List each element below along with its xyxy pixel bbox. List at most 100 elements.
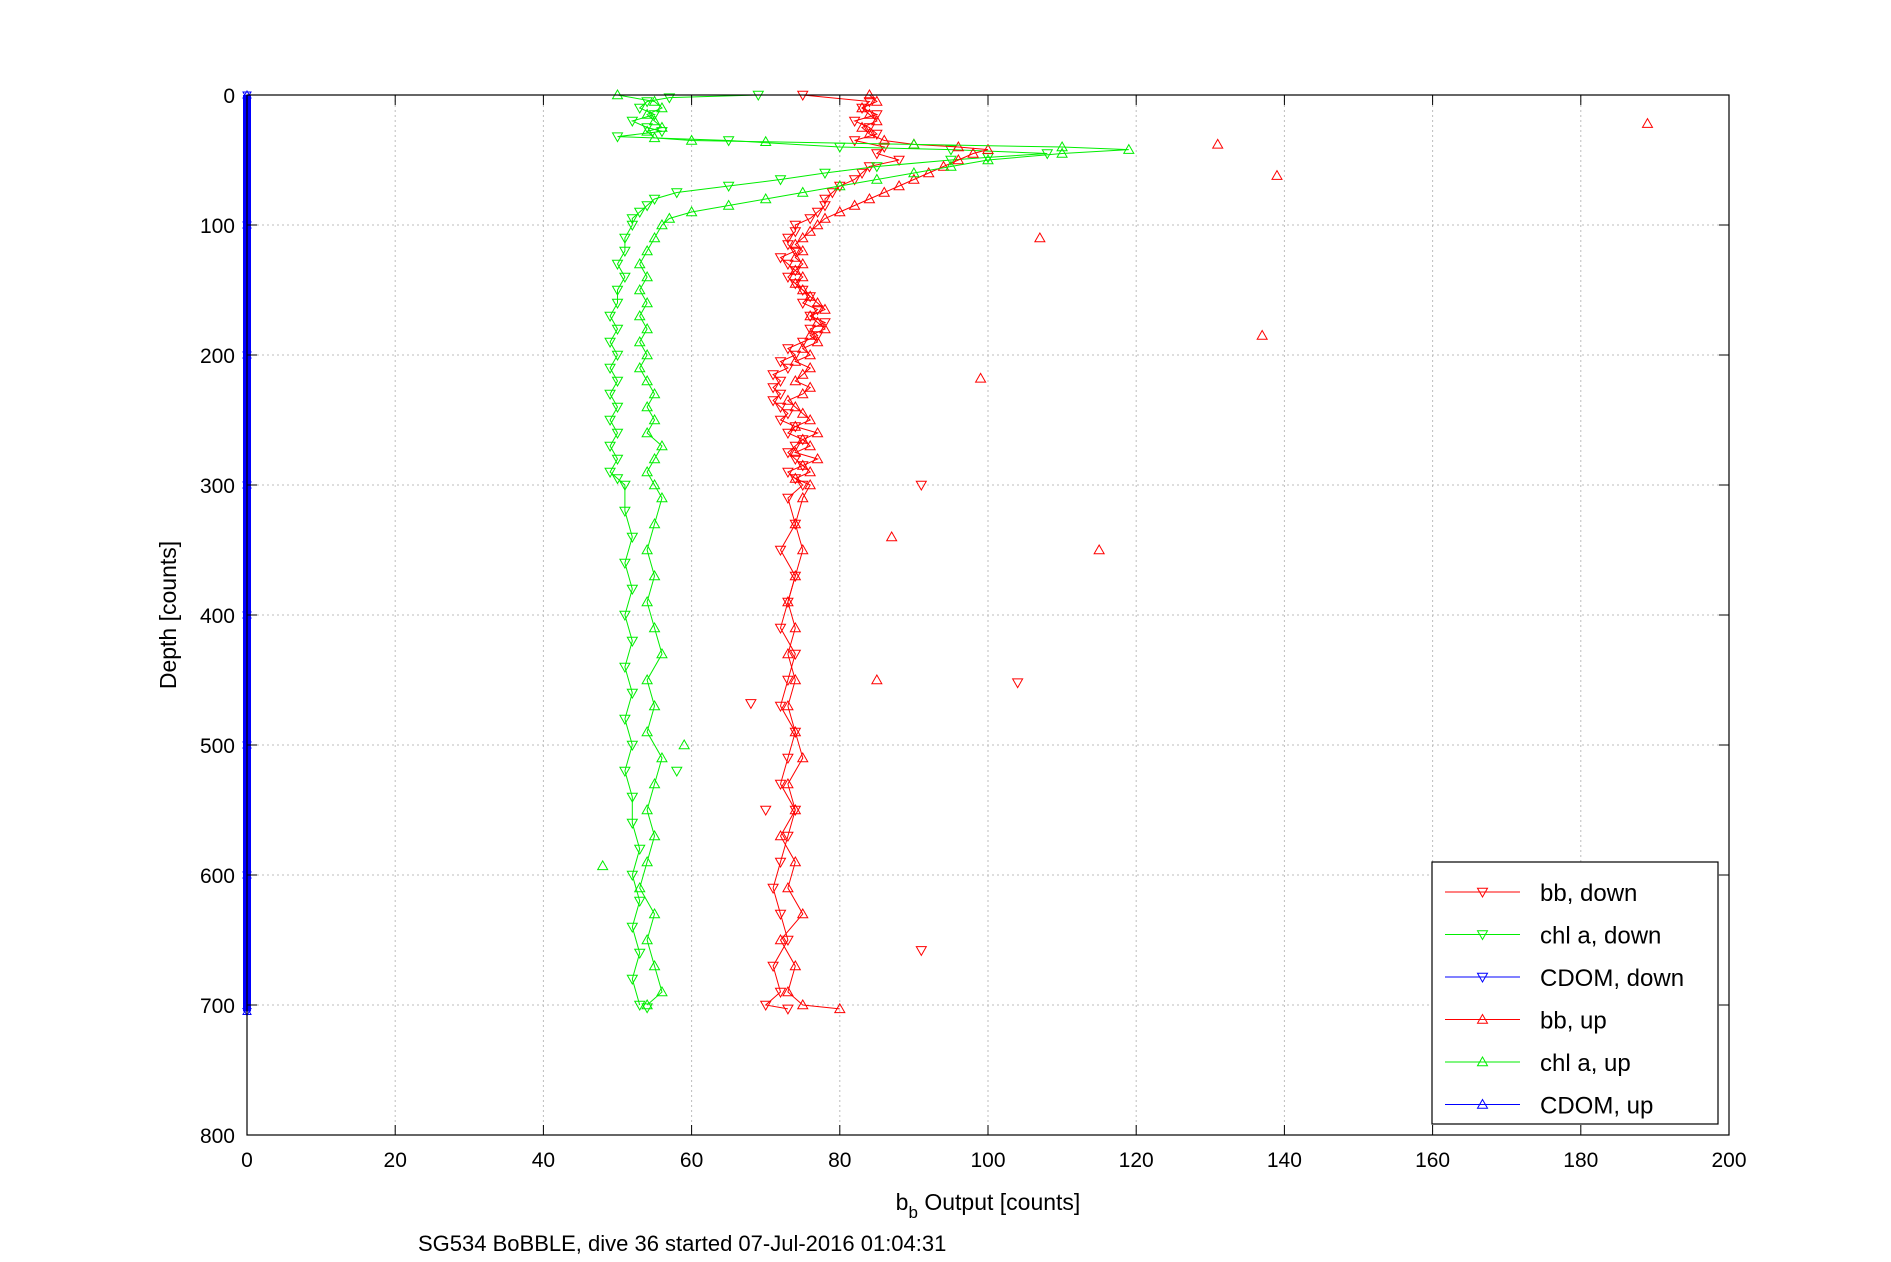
data-point-bb-down	[782, 753, 794, 765]
data-point-chl-a-down	[633, 207, 646, 219]
data-point-bb-up	[967, 147, 980, 158]
data-point-chl-a-up	[641, 374, 654, 386]
data-point-chl-a-down	[619, 233, 631, 245]
data-point-chl-a-down	[626, 116, 639, 128]
data-point-chl-a-down	[722, 181, 735, 193]
y-tick-label: 0	[223, 85, 235, 108]
x-tick-label: 0	[241, 1149, 253, 1172]
data-point-chl-a-down	[670, 188, 683, 199]
data-point-chl-a-down	[604, 467, 616, 479]
data-point-bb-down	[767, 383, 779, 394]
data-point-chl-a-up	[641, 595, 654, 607]
data-point-chl-a-down	[633, 103, 646, 115]
data-point-bb-up	[789, 264, 802, 275]
data-point-chl-a-up	[1056, 147, 1068, 158]
data-point-chl-a-up	[641, 296, 654, 308]
data-point-chl-a-down	[819, 168, 831, 180]
data-point-bb-down	[782, 597, 794, 609]
legend-marker-cdom-down	[1476, 972, 1489, 984]
data-point-bb-up	[796, 751, 809, 763]
data-point-chl-a-up	[641, 125, 654, 136]
data-point-bb-down	[796, 285, 809, 297]
data-point-bb-down	[774, 376, 787, 388]
data-point-chl-a-down	[626, 214, 639, 225]
y-axis-title: Depth [counts]	[155, 541, 181, 689]
legend-marker-bb-up	[1476, 1013, 1489, 1024]
data-point-bb-up	[796, 368, 809, 379]
data-point-bb-down	[782, 675, 794, 687]
data-point-chl-a-up	[648, 387, 661, 399]
x-tick-label: 120	[1119, 1149, 1154, 1172]
data-point-bb-up	[796, 231, 809, 243]
data-point-bb-down	[789, 727, 802, 739]
data-point-bb-down	[782, 409, 794, 420]
data-point-bb-down	[782, 1004, 794, 1015]
data-point-bb-down	[789, 441, 802, 453]
data-point-bb-up	[848, 199, 861, 210]
ticks	[246, 94, 1730, 1136]
data-point-bb-up	[796, 459, 809, 470]
data-point-bb-up	[833, 205, 846, 217]
data-point-chl-a-down	[611, 324, 624, 336]
data-point-bb-down	[789, 571, 802, 583]
data-point-bb-down	[782, 831, 794, 843]
data-point-bb-up	[789, 959, 802, 971]
data-point-chl-a-down	[626, 532, 639, 544]
data-point-bb-down	[782, 259, 794, 271]
data-point-bb-up	[811, 296, 824, 308]
data-point-chl-a-down	[604, 415, 616, 427]
data-point-bb-up	[952, 153, 965, 165]
data-point-bb-up	[796, 257, 809, 269]
data-point-bb-down	[796, 90, 809, 102]
data-point-bb-down	[804, 292, 817, 303]
data-point-bb-down	[848, 116, 861, 128]
data-point-chl-a-up	[633, 361, 646, 373]
data-point-bb-up	[863, 192, 876, 204]
data-point-bb-down	[774, 779, 787, 791]
data-point-chl-a-up	[648, 478, 661, 490]
data-point-chl-a-down	[633, 1000, 646, 1012]
data-point-bb-down	[774, 545, 787, 557]
data-point-chl-a-down	[604, 337, 616, 349]
x-tick-label: 60	[680, 1149, 703, 1172]
data-point-bb-down	[782, 448, 794, 459]
data-point-bb-up	[789, 277, 802, 288]
data-point-chl-a-up	[648, 95, 661, 106]
data-point-bb-down	[826, 188, 839, 199]
data-point-bb-down	[774, 389, 787, 401]
data-point-bb-up	[782, 699, 794, 711]
x-tick-label: 160	[1415, 1149, 1450, 1172]
data-point-chl-a-up	[908, 138, 920, 149]
data-point-bb-up	[789, 517, 802, 529]
data-point-bb-up	[974, 372, 987, 383]
data-point-chl-a-up	[796, 186, 809, 197]
data-point-bb-up	[870, 673, 883, 685]
data-point-bb-up	[811, 426, 824, 438]
data-point-chl-a-up	[685, 134, 698, 145]
data-point-bb-up	[811, 218, 824, 230]
data-point-chl-a-down	[945, 155, 957, 167]
data-point-bb-up	[789, 374, 802, 386]
data-point-bb-down	[782, 428, 794, 440]
data-point-chl-a-up	[722, 199, 735, 210]
data-point-chl-a-up	[633, 257, 646, 269]
data-point-chl-a-up	[633, 309, 646, 321]
data-point-chl-a-down	[611, 454, 624, 466]
data-point-bb-down	[789, 279, 802, 290]
data-point-chl-a-up	[611, 88, 624, 100]
data-point-bb-up	[804, 439, 817, 451]
data-point-bb-up	[804, 381, 817, 392]
data-point-chl-a-down	[619, 272, 631, 284]
data-point-chl-a-up	[656, 121, 668, 132]
data-point-chl-a-up	[648, 621, 661, 633]
data-point-chl-a-up	[648, 907, 661, 919]
data-point-bb-up	[982, 143, 994, 154]
data-point-bb-up	[789, 446, 802, 457]
data-point-bb-up	[1093, 543, 1106, 555]
data-point-chl-a-up	[908, 166, 920, 178]
data-point-bb-down	[782, 935, 794, 947]
data-point-bb-down	[759, 805, 772, 817]
data-point-bb-up	[796, 998, 809, 1010]
data-point-bb-down	[870, 110, 883, 121]
